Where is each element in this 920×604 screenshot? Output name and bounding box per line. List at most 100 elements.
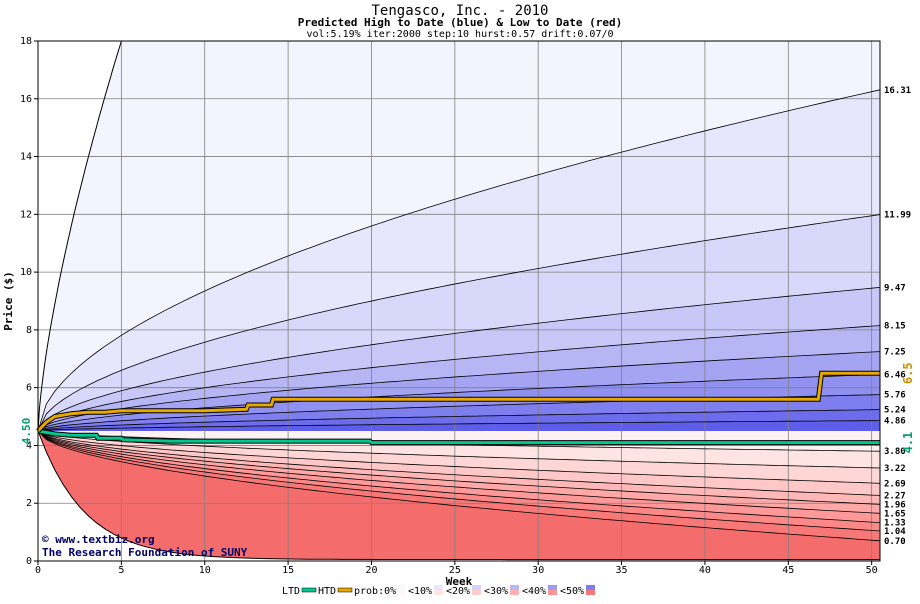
low-percentile-curve (37, 430, 881, 469)
low-band-floor (38, 431, 880, 561)
y-axis-ticks: 0 2 4 6 8 10 12 14 16 18 (20, 36, 38, 567)
low-percentile-curve (37, 430, 881, 542)
x-tick-label: 35 (616, 565, 628, 576)
legend-prob-label: prob:0% (354, 586, 396, 597)
percentile-curves (37, 40, 881, 561)
legend-blue-swatch (510, 585, 519, 590)
end-value-label: 3.22 (884, 464, 906, 474)
low-band (38, 431, 880, 484)
end-value-label: 3.80 (884, 447, 906, 457)
y-axis-label: Price ($) (2, 271, 15, 331)
legend-red-swatch (510, 590, 519, 595)
y-tick-label: 2 (26, 498, 32, 509)
legend-prob-label: <10% (408, 586, 432, 597)
legend-blue-swatch (548, 585, 557, 590)
high-percentile-curve (37, 287, 881, 432)
high-percentile-curve (37, 420, 881, 432)
legend-red-swatch (586, 590, 595, 595)
x-tick-label: 5 (118, 565, 124, 576)
x-axis-ticks: 0 5 10 15 20 25 30 35 40 45 50 (35, 561, 878, 576)
plot-frame (37, 40, 881, 562)
low-percentile-curve (37, 430, 881, 484)
end-value-label: 11.99 (884, 211, 911, 221)
y-tick-label: 6 (26, 383, 32, 394)
legend-htd-swatch (337, 587, 353, 593)
legend-prob-label: <50% (560, 586, 584, 597)
end-value-label: 8.15 (884, 322, 906, 332)
y-tick-label: 10 (20, 267, 32, 278)
chart-params: vol:5.19% iter:2000 step:10 hurst:0.57 d… (306, 29, 613, 40)
legend-red-swatch (396, 590, 405, 595)
legend-red-swatch (434, 590, 443, 595)
legend-red-swatch (472, 590, 481, 595)
end-value-label: 1.96 (884, 500, 906, 510)
low-to-date-line (37, 429, 880, 445)
high-band (38, 420, 880, 431)
y-tick-label: 18 (20, 36, 32, 47)
low-band (38, 431, 880, 468)
end-value-labels: 16.31 11.99 9.47 8.15 7.25 6.46 5.76 5.244.86 3.… (884, 86, 911, 547)
start-price-label: 4.50 (20, 418, 33, 445)
outer-low-curve (37, 430, 880, 561)
legend-blue-swatch (472, 585, 481, 590)
high-band (38, 394, 880, 431)
high-band (38, 325, 880, 431)
high-percentile-curve (37, 325, 881, 432)
high-band (38, 409, 880, 431)
y-tick-label: 8 (26, 325, 32, 336)
end-value-label: 2.69 (884, 479, 906, 489)
legend-blue-swatch (396, 585, 405, 590)
legend-red-swatch (548, 590, 557, 595)
end-value-label: 2.27 (884, 491, 906, 501)
low-band (38, 431, 880, 496)
legend-prob-label: <20% (446, 586, 470, 597)
x-tick-label: 40 (699, 565, 711, 576)
probability-bands (38, 41, 880, 561)
legend-blue-swatch (586, 585, 595, 590)
low-percentile-curve (37, 430, 881, 514)
outer-high-curve (37, 40, 122, 432)
x-tick-label: 20 (365, 565, 377, 576)
legend-ltd-swatch (301, 587, 317, 593)
low-band (38, 431, 880, 523)
legend-htd-label: HTD (318, 586, 336, 597)
high-band (38, 351, 880, 431)
chart-title: Tengasco, Inc. - 2010 (371, 3, 548, 19)
end-value-label: 5.24 (884, 406, 906, 416)
x-tick-label: 15 (282, 565, 294, 576)
high-band (38, 374, 880, 431)
end-value-label: 5.76 (884, 391, 906, 401)
high-percentile-curve (37, 214, 881, 432)
x-tick-label: 30 (532, 565, 544, 576)
low-percentile-curve (37, 430, 881, 532)
low-band (38, 431, 880, 531)
high-band (38, 41, 880, 431)
x-axis-label: Week (446, 575, 473, 588)
y-tick-label: 12 (20, 209, 32, 220)
y-tick-label: 4 (26, 440, 32, 451)
y-tick-label: 14 (20, 152, 32, 163)
low-percentile-curve (37, 430, 881, 496)
end-value-label: 0.70 (884, 537, 906, 547)
y-tick-label: 16 (20, 94, 32, 105)
high-band (38, 214, 880, 431)
legend-blue-swatch (434, 585, 443, 590)
legend: LTD HTD prob:0% <10% <20% <30% <40% <50% (282, 585, 595, 597)
low-percentile-curve (37, 430, 881, 505)
end-value-label: 4.86 (884, 417, 906, 427)
end-value-label: 9.47 (884, 283, 906, 293)
end-value-label: 1.04 (884, 527, 906, 537)
high-band (38, 89, 880, 432)
x-tick-label: 10 (199, 565, 211, 576)
high-percentile-curve (37, 409, 881, 432)
high-percentile-curve (37, 89, 881, 432)
chart-subtitle: Predicted High to Date (blue) & Low to D… (298, 16, 623, 29)
end-value-label: 1.65 (884, 509, 906, 519)
legend-prob-label: <40% (522, 586, 546, 597)
high-to-date-line (36, 371, 880, 433)
end-value-label: 1.33 (884, 519, 906, 529)
watermark-site: © www.textbiz.org (42, 533, 155, 546)
legend-prob-label: <30% (484, 586, 508, 597)
